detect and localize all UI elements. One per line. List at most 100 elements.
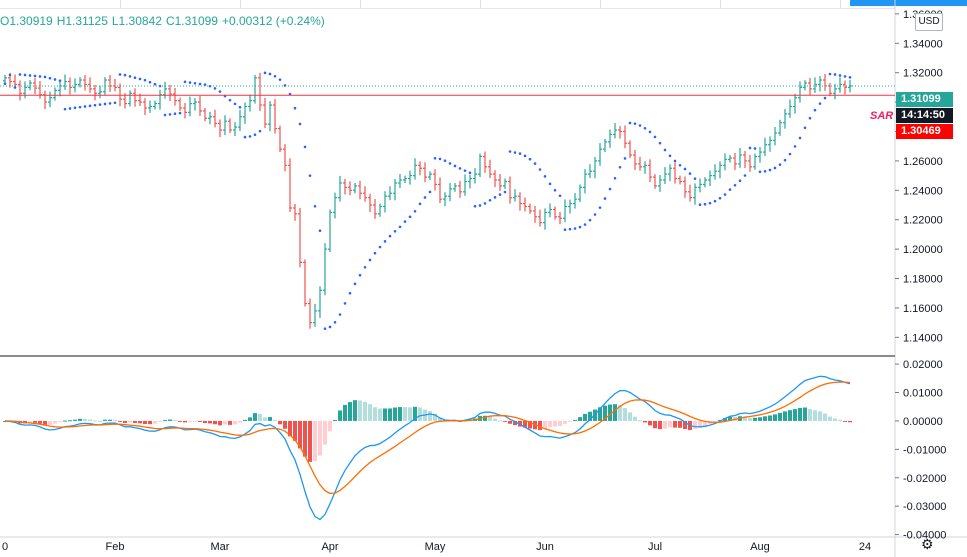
ohlc-bar	[773, 126, 777, 146]
histogram-bar	[503, 420, 507, 422]
sar-dot	[308, 174, 312, 177]
sar-dot	[658, 141, 662, 145]
sar-dot	[348, 291, 352, 295]
ohlc-bar	[818, 76, 822, 92]
sar-dot	[648, 130, 652, 134]
sar-dot	[133, 76, 137, 80]
last-price-tag: 1.31099	[896, 92, 953, 107]
sar-dot	[588, 218, 592, 222]
sar-dot	[738, 179, 742, 183]
histogram-bar	[208, 420, 212, 424]
ohlc-bar	[183, 102, 187, 119]
sar-dot	[663, 148, 667, 152]
histogram-bar	[343, 404, 347, 421]
sar-dot	[788, 152, 792, 156]
sar-dot	[803, 126, 807, 130]
histogram-bar	[768, 415, 772, 421]
sar-dot	[53, 78, 57, 81]
sar-dot	[153, 82, 157, 86]
sar-dot	[723, 193, 727, 196]
ohlc-bar	[283, 144, 287, 172]
sar-dot	[488, 198, 492, 202]
sar-dot	[668, 154, 672, 158]
ohlc-bar	[708, 170, 712, 187]
histogram-bar	[493, 418, 497, 421]
ohlc-bar	[583, 169, 587, 194]
sar-dot	[458, 167, 462, 170]
sar-dot	[93, 103, 97, 107]
sar-dot	[273, 74, 277, 78]
settings-gear-icon[interactable]: ⚙	[921, 536, 934, 552]
sar-dot	[828, 72, 832, 76]
ohlc-bar	[93, 84, 97, 101]
sar-dot	[13, 86, 17, 89]
histogram-bar	[323, 420, 327, 445]
ohlc-bar	[533, 205, 537, 223]
histogram-bar	[538, 420, 542, 431]
ohlc-bar	[173, 87, 177, 106]
sar-dot	[298, 122, 302, 126]
sar-dot	[838, 74, 842, 77]
histogram-bar	[203, 420, 207, 424]
ohlc-bar	[743, 151, 747, 168]
ohlc-bar	[263, 97, 267, 129]
ohlc-bar	[508, 176, 512, 204]
ohlc-bar	[483, 151, 487, 173]
histogram-bar	[288, 420, 292, 437]
ohlc-bar	[98, 85, 102, 99]
sar-dot	[698, 203, 702, 207]
ohlc-bar	[83, 75, 87, 91]
sar-dot	[468, 171, 472, 175]
ohlc-bar	[633, 150, 637, 170]
sar-dot	[233, 102, 237, 106]
sar-dot	[453, 164, 457, 168]
sar-dot	[553, 188, 557, 192]
close-value: C1.31099	[165, 14, 218, 28]
ohlc-bar	[268, 101, 272, 132]
histogram-bar	[128, 420, 132, 423]
sar-dot	[163, 113, 167, 117]
ohlc-bar	[348, 181, 352, 196]
sar-dot	[123, 73, 127, 77]
ohlc-bar	[463, 174, 467, 196]
time-tick-label: Jun	[536, 541, 554, 553]
histogram-bar	[368, 404, 372, 421]
currency-button[interactable]: USD	[915, 13, 943, 31]
histogram-bar	[683, 420, 687, 429]
price-tick-label: 1.16000	[903, 303, 943, 315]
signal-line	[4, 381, 851, 494]
histogram-bar	[598, 407, 602, 421]
histogram-bar	[213, 420, 217, 425]
sar-dot	[548, 182, 552, 186]
ohlc-bar	[453, 182, 457, 192]
ohlc-bar	[593, 156, 597, 179]
sar-dot	[128, 75, 132, 78]
sar-dot	[583, 223, 587, 226]
ohlc-bar	[478, 153, 482, 178]
price-tick-label: 1.18000	[903, 274, 943, 286]
histogram-bar	[653, 420, 657, 429]
histogram-bar	[178, 420, 182, 422]
histogram-bar	[173, 419, 177, 421]
histogram-bar	[223, 420, 227, 425]
sar-dot	[28, 74, 32, 77]
histogram-bar	[238, 420, 242, 423]
ohlc-bar	[823, 74, 827, 91]
histogram-bar	[123, 420, 127, 423]
histogram-bar	[218, 420, 222, 426]
histogram-bar	[148, 420, 152, 425]
sar-dot	[333, 320, 337, 324]
ohlc-bar	[613, 122, 617, 139]
sar-dot	[478, 204, 482, 207]
ohlc-bar	[133, 88, 137, 107]
sar-dot	[258, 129, 262, 133]
ohlc-bar	[408, 170, 412, 185]
sar-dot	[33, 74, 37, 78]
histogram-bar	[313, 420, 317, 462]
ohlc-bar	[153, 100, 157, 110]
high-value: H1.31125	[56, 14, 108, 28]
histogram-bar	[648, 420, 652, 426]
ohlc-bar	[343, 179, 347, 195]
histogram-bar	[273, 419, 277, 421]
